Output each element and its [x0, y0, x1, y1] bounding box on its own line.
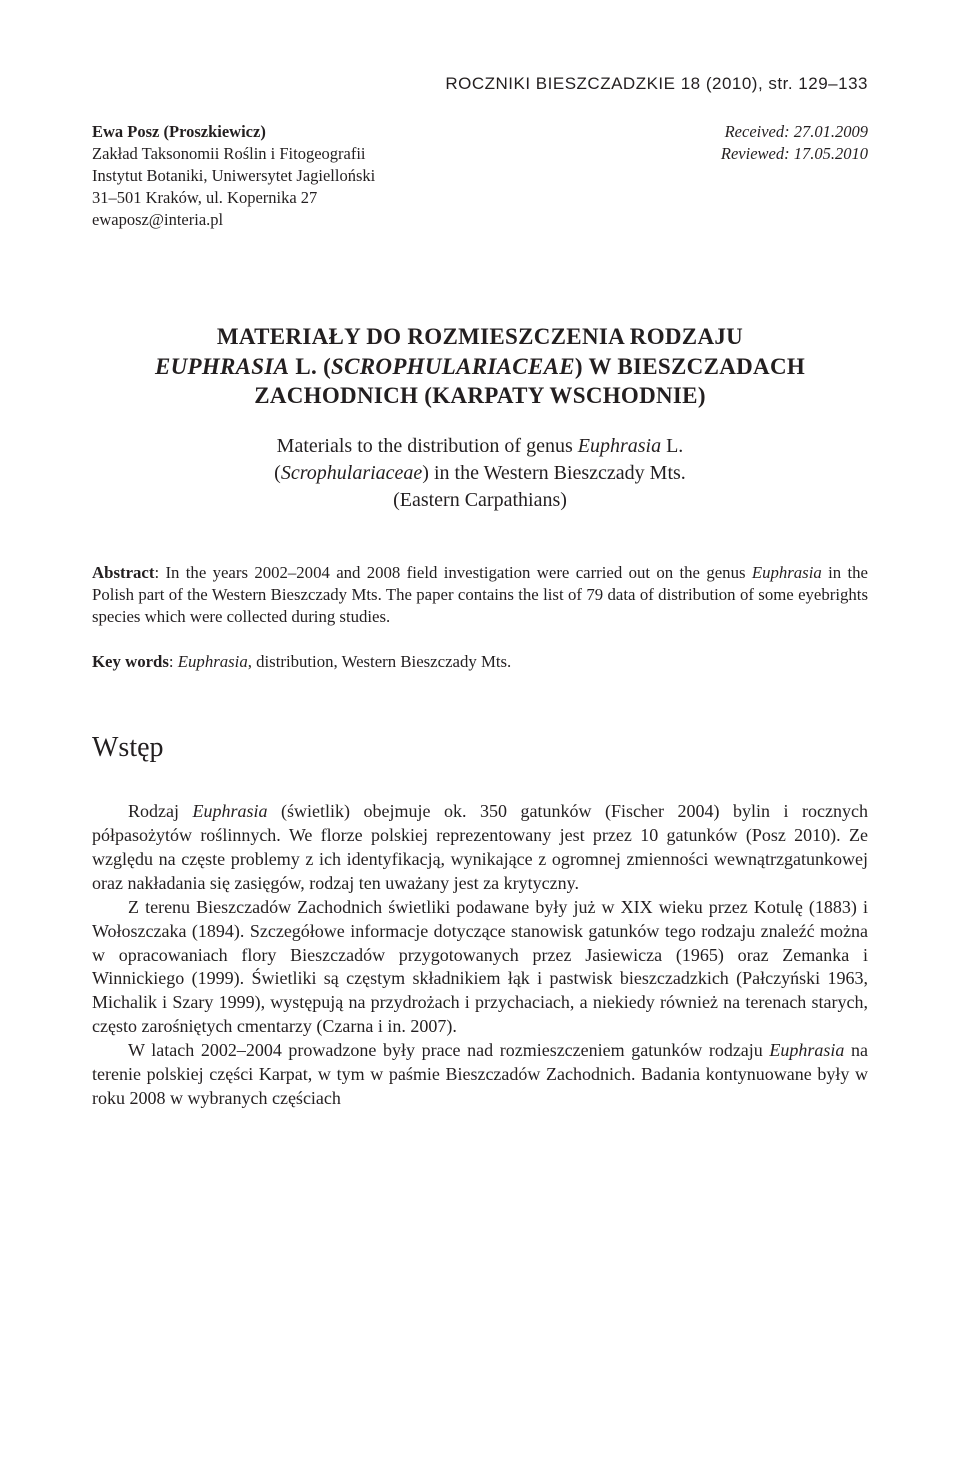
running-header: ROCZNIKI BIESZCZADZKIE 18 (2010), str. 1… [92, 72, 868, 95]
body-text: Rodzaj Euphrasia (świetlik) obejmuje ok.… [92, 800, 868, 1111]
meta-block: Ewa Posz (Proszkiewicz) Zakład Taksonomi… [92, 121, 868, 230]
abstract-label: Abstract [92, 563, 154, 582]
reviewed-line: Reviewed: 17.05.2010 [721, 143, 868, 165]
title-polish: MATERIAŁY DO ROZMIESZCZENIA RODZAJU EUPH… [92, 322, 868, 410]
received-line: Received: 27.01.2009 [721, 121, 868, 143]
paragraph: Rodzaj Euphrasia (świetlik) obejmuje ok.… [92, 800, 868, 896]
paragraph: W latach 2002–2004 prowadzone były prace… [92, 1039, 868, 1111]
paragraph: Z terenu Bieszczadów Zachodnich świetlik… [92, 896, 868, 1040]
affiliation-line: Zakład Taksonomii Roślin i Fitogeografii [92, 143, 375, 165]
affiliation-line: Instytut Botaniki, Uniwersytet Jagielloń… [92, 165, 375, 187]
section-heading-intro: Wstęp [92, 729, 868, 768]
affiliation-line: 31–501 Kraków, ul. Kopernika 27 [92, 187, 375, 209]
dates-block: Received: 27.01.2009 Reviewed: 17.05.201… [721, 121, 868, 230]
affiliation-line: ewaposz@interia.pl [92, 209, 375, 231]
abstract: Abstract: In the years 2002–2004 and 200… [92, 562, 868, 629]
author-affiliation: Ewa Posz (Proszkiewicz) Zakład Taksonomi… [92, 121, 375, 230]
author-name: Ewa Posz (Proszkiewicz) [92, 121, 375, 143]
keywords: Key words: Euphrasia, distribution, West… [92, 650, 868, 673]
title-english: Materials to the distribution of genus E… [92, 433, 868, 514]
title-block: MATERIAŁY DO ROZMIESZCZENIA RODZAJU EUPH… [92, 322, 868, 513]
keywords-label: Key words [92, 652, 169, 671]
